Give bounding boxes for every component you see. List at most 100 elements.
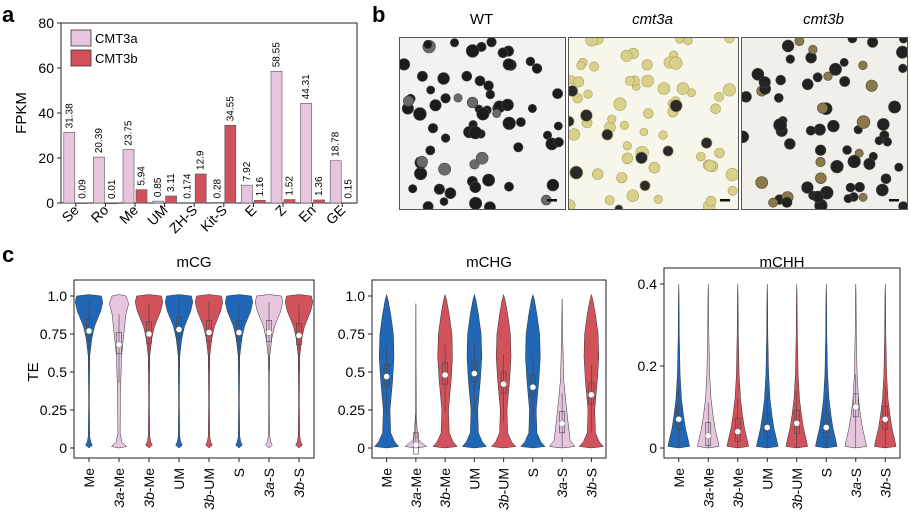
legend-swatch xyxy=(70,49,92,67)
pollen-grain xyxy=(416,156,428,168)
legend-label: CMT3a xyxy=(95,31,138,46)
pollen-grain xyxy=(648,161,661,174)
pollen-grain xyxy=(727,185,738,196)
bar-data-label: 58.55 xyxy=(272,42,283,67)
pollen-grain xyxy=(773,93,784,103)
pollen-grain xyxy=(569,115,575,127)
pollen-grain xyxy=(867,38,879,48)
micrograph-title: cmt3a xyxy=(632,11,673,28)
pollen-grain xyxy=(620,49,633,62)
pollen-grain xyxy=(639,127,649,137)
x-tick-label: 3b-S xyxy=(291,468,307,498)
pollen-grain xyxy=(662,145,674,157)
x-tick-label: 3b-Me xyxy=(437,468,453,508)
legend-label: CMT3b xyxy=(95,51,138,66)
chart-title: mCG xyxy=(177,254,212,271)
median-point xyxy=(441,371,449,379)
median-point xyxy=(705,432,712,439)
bar-data-label: 23.75 xyxy=(124,120,135,145)
x-tick-label-suffix: -UM xyxy=(789,468,805,494)
bar-CMT3a-Z xyxy=(270,70,283,204)
pollen-grain xyxy=(416,70,428,82)
y-tick-label: 1.0 xyxy=(346,288,366,304)
y-tick-label: 0.75 xyxy=(338,326,365,342)
pollen-grain xyxy=(815,157,826,168)
y-tick-label: 0 xyxy=(46,195,54,211)
bar-data-label: 0.28 xyxy=(212,178,223,198)
micrograph-3a xyxy=(568,37,739,210)
pollen-grain xyxy=(573,76,585,88)
median-point xyxy=(175,326,183,333)
pollen-grain xyxy=(880,173,892,185)
pollen-grain xyxy=(725,168,738,182)
median-point xyxy=(734,428,741,435)
plot-frame xyxy=(60,22,358,204)
pollen-grain xyxy=(486,38,497,48)
violin-3b-Me xyxy=(726,283,749,449)
pollen-grain xyxy=(413,107,427,121)
pollen-grain xyxy=(497,47,509,59)
pollen-grain xyxy=(580,109,593,122)
panel-label-b: b xyxy=(372,2,385,27)
pollen-grain xyxy=(469,181,482,193)
pollen-grain xyxy=(863,157,876,170)
violin-Me xyxy=(74,294,104,449)
bar-data-label: 5.94 xyxy=(137,166,148,186)
pollen-grain xyxy=(801,78,814,91)
x-tick-label: 3a-Me xyxy=(111,468,127,508)
x-tick-label: Me xyxy=(116,202,141,227)
pollen-grain xyxy=(414,167,428,181)
median-point xyxy=(205,329,213,336)
x-tick-label: Me xyxy=(379,468,395,488)
pollen-grain xyxy=(839,76,851,87)
pollen-grain xyxy=(724,38,735,44)
pollen-grain xyxy=(422,201,434,209)
pollen-grain xyxy=(773,118,787,132)
bar-data-label: 20.39 xyxy=(94,128,105,153)
x-tick-label-suffix: UM xyxy=(171,468,187,490)
x-tick-label-suffix: UM xyxy=(759,468,775,490)
violin-S xyxy=(224,294,254,449)
x-tick-label: ZH-S xyxy=(166,202,200,236)
pollen-grain xyxy=(408,184,418,194)
violin-3a-Me xyxy=(404,303,428,449)
pollen-grains xyxy=(742,38,907,209)
pollen-grain xyxy=(583,89,593,99)
plot-frame xyxy=(371,279,607,459)
pollen-grain xyxy=(847,38,858,44)
x-tick-label: En xyxy=(295,202,318,225)
pollen-grain xyxy=(882,137,892,147)
pollen-grain xyxy=(601,128,614,141)
plot-frame xyxy=(73,279,315,459)
pollen-grain xyxy=(502,116,516,130)
x-tick-label-prefix: 3a xyxy=(554,482,570,498)
pollen-grain xyxy=(700,137,713,149)
x-tick-label-prefix: 3b xyxy=(583,482,599,498)
pollen-grain xyxy=(813,123,826,136)
x-tick-label: E xyxy=(242,202,260,220)
x-tick-label-prefix: 3b xyxy=(730,492,746,508)
bar-CMT3b-Se xyxy=(76,202,89,204)
pollen-grain xyxy=(626,189,639,202)
pollen-grain xyxy=(449,38,459,48)
x-tick-label-suffix: Me xyxy=(379,468,395,488)
pollen-grain xyxy=(426,85,436,95)
chart-title: mCHH xyxy=(760,254,805,271)
pollen-grain xyxy=(896,45,907,59)
x-tick-label: UM xyxy=(759,468,775,490)
bar-CMT3b-UM xyxy=(165,195,177,204)
violin-3a-S xyxy=(548,298,576,449)
median-point xyxy=(295,332,303,339)
bar-CMT3a-Me xyxy=(122,149,135,204)
pollen-grain xyxy=(403,95,414,107)
y-tick-label: 80 xyxy=(38,15,54,31)
pollen-grain xyxy=(710,103,721,115)
pollen-grain xyxy=(845,182,856,193)
bar-CMT3b-Ro xyxy=(106,202,118,205)
pollen-grain xyxy=(830,160,844,174)
y-axis-label: FPKM xyxy=(13,92,30,134)
scale-bar xyxy=(889,199,899,202)
